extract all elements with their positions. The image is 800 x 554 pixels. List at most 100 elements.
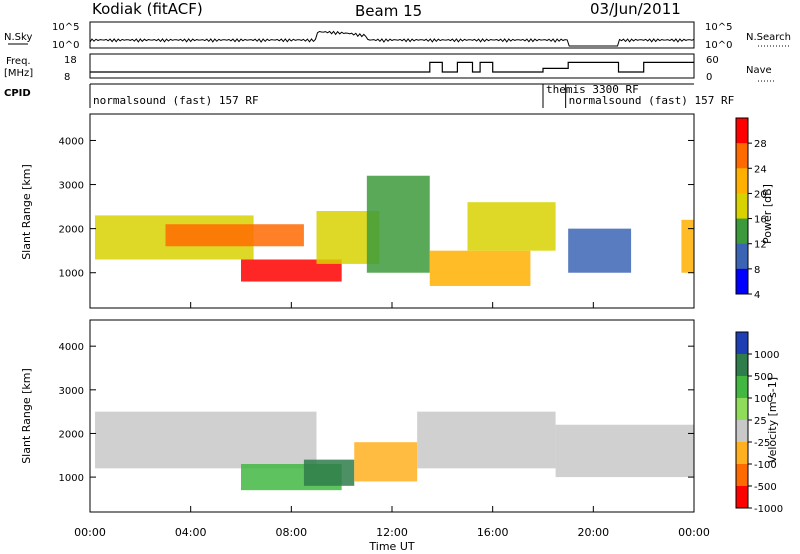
date-title: 03/Jun/2011 (590, 0, 681, 18)
cpid-segment-label: normalsound (fast) 157 RF (93, 94, 259, 107)
x-axis-label: Time UT (368, 540, 414, 553)
nsky-tick-top: 10^5 (52, 22, 79, 33)
power-y-axis: 1000 2000 3000 4000 (59, 136, 694, 280)
velocity-colorbar-tick-label: -1000 (754, 504, 783, 515)
velocity-ytick-label: 3000 (59, 386, 84, 397)
velocity-colorbar-swatch (736, 376, 748, 399)
velocity-colorbar-swatch (736, 332, 748, 355)
velocity-colorbar-tick-label: 500 (754, 372, 773, 383)
velocity-echo-region (303, 459, 355, 486)
power-ytick-label: 1000 (59, 269, 84, 280)
velocity-colorbar: 1000 500 100 25 -25 -100 -500 -1000 (735, 331, 783, 515)
velocity-ytick-label: 1000 (59, 473, 84, 484)
power-echo-region (681, 219, 694, 273)
nave-label: Nave (746, 65, 772, 76)
power-echo-region (467, 202, 556, 251)
power-colorbar: 28 24 20 16 12 8 4 (735, 117, 767, 301)
power-colorbar-swatch (736, 143, 748, 169)
power-colorbar-tick-label: 8 (754, 265, 760, 276)
beam-title: Beam 15 (355, 2, 422, 20)
power-ylabel: Slant Range [km] (20, 164, 33, 260)
power-colorbar-swatch (736, 193, 748, 220)
freq-tick-bottom: 8 (64, 72, 70, 83)
freq-unit: [MHz] (4, 68, 33, 79)
cpid-segment-label: themis 3300 RF (546, 83, 639, 96)
nsky-series-line (89, 30, 695, 47)
velocity-colorbar-tick-label: 1000 (754, 350, 779, 361)
power-echo-region (165, 224, 304, 247)
power-colorbar-swatch (736, 168, 748, 194)
velocity-colorbar-swatch (736, 420, 748, 443)
velocity-y-axis: 1000 2000 3000 4000 (59, 342, 694, 484)
cpid-label: CPID (4, 88, 31, 99)
velocity-echo-region (354, 442, 418, 482)
time-x-axis: 00:00 04:00 08:00 12:00 16:00 20:00 00:00 (74, 302, 710, 539)
power-colorbar-swatch (736, 118, 748, 144)
freq-panel: Freq. [MHz] 18 8 60 0 Nave (4, 53, 776, 83)
x-tick-label: 12:00 (376, 526, 408, 539)
velocity-colorbar-tick-label: -500 (754, 482, 777, 493)
nsky-tick-bottom: 10^0 (52, 40, 79, 51)
x-tick-label: 20:00 (577, 526, 609, 539)
velocity-ytick-label: 4000 (59, 342, 84, 353)
nsearch-label: N.Search (746, 32, 791, 43)
power-colorbar-swatch (736, 268, 748, 295)
velocity-echo-region (95, 411, 317, 469)
velocity-colorbar-swatch (736, 486, 748, 509)
power-colorbar-tick-label: 4 (754, 290, 760, 301)
power-colorbar-swatch (736, 243, 748, 270)
nsearch-tick-top: 10^5 (705, 22, 732, 33)
nsearch-tick-bottom: 10^0 (705, 40, 732, 51)
x-tick-label: 00:00 (678, 526, 710, 539)
velocity-panel: 1000 2000 3000 4000 Slant Range [km] 1000 50… (20, 319, 783, 515)
nave-tick-bottom: 0 (706, 72, 712, 83)
freq-label: Freq. (6, 56, 31, 67)
nsky-label: N.Sky (4, 32, 32, 43)
velocity-colorbar-swatch (736, 354, 748, 377)
power-colorbar-frame (735, 117, 749, 295)
power-panel: 1000 2000 3000 4000 Slant Range [km] 28 24 20… (20, 113, 774, 309)
nsky-panel: N.Sky 10^5 10^0 10^5 10^0 N.Search (4, 21, 791, 51)
power-ytick-label: 4000 (59, 136, 84, 147)
velocity-colorbar-tick-label: -100 (754, 460, 777, 471)
velocity-colorbar-swatch (736, 464, 748, 487)
freq-tick-top: 18 (64, 55, 77, 66)
power-colorbar-tick-label: 24 (754, 164, 767, 175)
cpid-segment-label: normalsound (fast) 157 RF (569, 94, 735, 107)
power-colorbar-tick-label: 16 (754, 215, 767, 226)
velocity-ytick-label: 2000 (59, 429, 84, 440)
power-colorbar-swatch (736, 218, 748, 245)
velocity-ylabel: Slant Range [km] (20, 368, 33, 464)
power-colorbar-label: Power [dB] (761, 184, 774, 244)
power-colorbar-tick-label: 28 (754, 139, 767, 150)
x-tick-label: 00:00 (74, 526, 106, 539)
power-ytick-label: 2000 (59, 225, 84, 236)
nave-tick-top: 60 (706, 55, 719, 66)
velocity-colorbar-swatch (736, 442, 748, 465)
power-ytick-label: 3000 (59, 181, 84, 192)
station-title: Kodiak (fitACF) (92, 0, 203, 18)
velocity-echo-region (417, 411, 556, 469)
power-echo-region (366, 175, 430, 273)
x-tick-label: 04:00 (175, 526, 207, 539)
x-tick-label: 08:00 (275, 526, 307, 539)
velocity-echo-layer (95, 411, 694, 491)
freq-series-line (90, 61, 694, 73)
power-echo-region (429, 250, 531, 286)
power-echo-region (568, 228, 632, 273)
velocity-colorbar-tick-label: -25 (754, 438, 770, 449)
x-tick-label: 16:00 (477, 526, 509, 539)
power-colorbar-tick-label: 12 (754, 240, 767, 251)
power-echo-layer (95, 175, 694, 286)
power-colorbar-tick-label: 20 (754, 189, 767, 200)
power-echo-region (241, 259, 342, 282)
velocity-colorbar-swatch (736, 398, 748, 421)
nsky-frame (89, 21, 695, 49)
velocity-echo-region (555, 424, 694, 478)
freq-frame (89, 53, 695, 79)
velocity-colorbar-tick-label: 100 (754, 394, 773, 405)
velocity-colorbar-tick-label: 25 (754, 416, 767, 427)
velocity-colorbar-label: Velocity [m s-1] (766, 377, 779, 463)
